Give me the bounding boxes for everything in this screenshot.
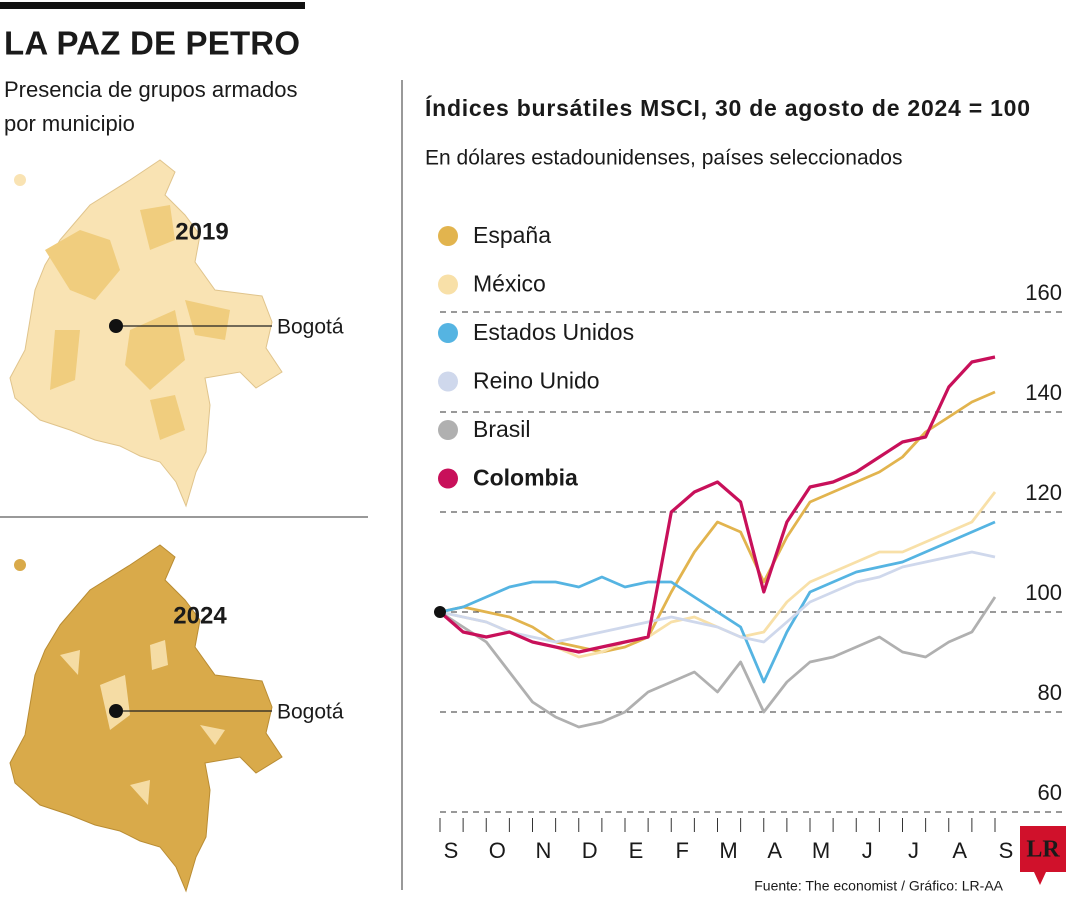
legend-label: Estados Unidos <box>473 319 634 345</box>
top-bar <box>0 2 305 9</box>
map-year: 2019 <box>175 218 228 245</box>
series-line <box>439 390 996 654</box>
x-tick-label: D <box>582 838 598 863</box>
y-tick-label: 80 <box>1038 680 1062 705</box>
legend-marker <box>438 371 458 392</box>
series-line <box>438 355 996 654</box>
x-tick-label: A <box>952 838 967 863</box>
y-tick-label: 100 <box>1025 580 1062 605</box>
map-2024: 2024 Bogotá <box>9 544 344 893</box>
y-tick-label: 160 <box>1025 280 1062 305</box>
x-tick-label: S <box>444 838 459 863</box>
x-tick-label: N <box>536 838 552 863</box>
legend-label: Reino Unido <box>473 368 600 394</box>
x-tick-label: O <box>489 838 506 863</box>
start-point <box>434 606 446 618</box>
x-tick-label: J <box>862 838 873 863</box>
series-line <box>439 520 996 684</box>
legend-marker <box>438 420 458 440</box>
chart-title: Índices bursátiles MSCI, 30 de agosto de… <box>425 94 1030 121</box>
chart-subtitle: En dólares estadounidenses, países selec… <box>425 147 902 170</box>
y-tick-label: 120 <box>1025 480 1062 505</box>
x-tick-label: M <box>719 838 737 863</box>
legend-label: México <box>473 271 546 297</box>
x-tick-label: J <box>908 838 919 863</box>
legend-label: Colombia <box>473 465 578 491</box>
title: LA PAZ DE PETRO <box>4 25 300 62</box>
logo-text: LR <box>1026 837 1060 863</box>
legend-marker <box>438 323 458 343</box>
x-tick-label: F <box>676 838 689 863</box>
series-line <box>439 550 996 644</box>
legend-marker <box>438 468 458 489</box>
legend-marker <box>438 226 458 246</box>
x-tick-label: E <box>629 838 644 863</box>
map-year: 2024 <box>173 602 227 629</box>
y-tick-label: 140 <box>1025 380 1062 405</box>
map-label: Bogotá <box>277 701 344 724</box>
x-tick-label: A <box>767 838 782 863</box>
subtitle: Presencia de grupos armados <box>4 77 298 102</box>
map-label: Bogotá <box>277 316 344 339</box>
subtitle: por municipio <box>4 111 135 136</box>
logo: LR <box>1020 826 1066 885</box>
source: Fuente: The economist / Gráfico: LR-AA <box>754 878 1003 894</box>
y-tick-label: 60 <box>1038 780 1062 805</box>
x-tick-label: M <box>812 838 830 863</box>
x-tick-label: S <box>999 838 1014 863</box>
legend-label: España <box>473 222 551 248</box>
map-2019: 2019 Bogotá <box>9 159 344 508</box>
legend-marker <box>438 274 458 295</box>
legend-label: Brasil <box>473 416 531 442</box>
series-line <box>439 596 997 729</box>
